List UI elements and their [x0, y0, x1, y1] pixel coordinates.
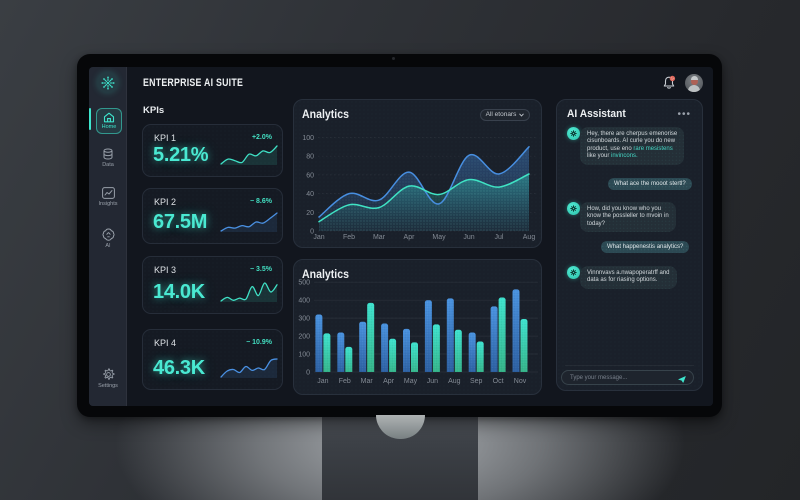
svg-text:200: 200 [298, 334, 310, 341]
svg-text:60: 60 [306, 172, 314, 179]
svg-text:80: 80 [306, 154, 314, 161]
svg-text:Nov: Nov [514, 378, 527, 385]
svg-text:100: 100 [298, 352, 310, 359]
svg-text:0: 0 [310, 229, 314, 236]
svg-text:May: May [404, 378, 418, 385]
svg-text:300: 300 [298, 316, 310, 323]
svg-text:Apr: Apr [383, 378, 395, 385]
svg-text:Jan: Jan [317, 378, 328, 385]
svg-text:Jul: Jul [495, 234, 504, 241]
svg-text:Oct: Oct [493, 378, 504, 385]
svg-text:Jun: Jun [427, 378, 438, 385]
svg-text:100: 100 [302, 135, 314, 142]
svg-text:Aug: Aug [448, 378, 461, 385]
svg-text:Mar: Mar [373, 234, 386, 241]
svg-text:40: 40 [306, 191, 314, 198]
svg-text:Sep: Sep [470, 378, 483, 385]
svg-text:Apr: Apr [404, 234, 416, 241]
svg-text:Feb: Feb [343, 234, 355, 241]
svg-text:20: 20 [306, 210, 314, 217]
svg-text:0: 0 [306, 370, 310, 377]
svg-text:400: 400 [298, 298, 310, 305]
svg-text:500: 500 [298, 280, 310, 287]
svg-text:May: May [432, 234, 446, 241]
svg-text:Aug: Aug [523, 234, 536, 241]
svg-text:Jan: Jan [313, 234, 324, 241]
svg-text:Jun: Jun [463, 234, 474, 241]
svg-text:Mar: Mar [361, 378, 374, 385]
svg-text:Feb: Feb [339, 378, 351, 385]
